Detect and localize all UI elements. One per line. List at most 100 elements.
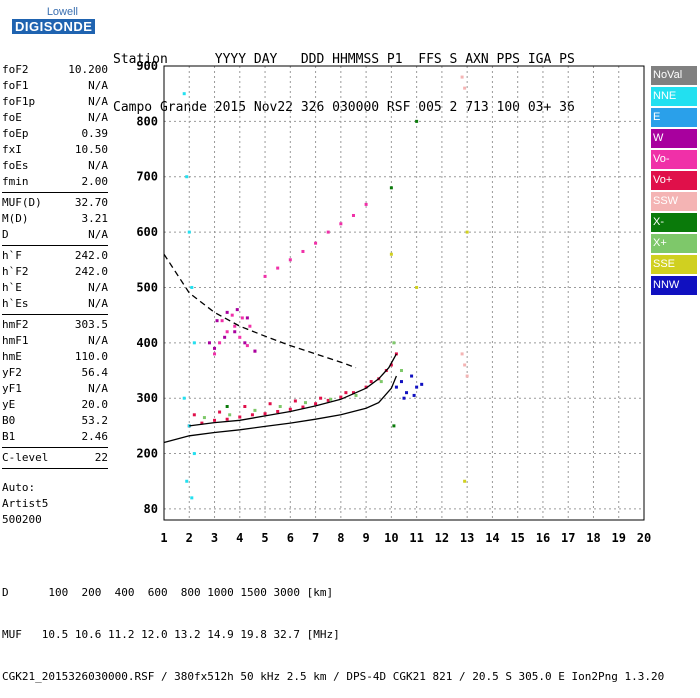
data-point [394, 385, 398, 389]
legend-item: NoVal [651, 66, 697, 85]
data-point [379, 380, 383, 384]
header-line1: Station YYYY DAY DDD HHMMSS P1 FFS S AXN… [113, 52, 575, 67]
data-point [230, 313, 234, 317]
data-point [223, 335, 227, 339]
data-point [182, 396, 186, 400]
auto-software: Artist5 [2, 497, 49, 510]
x-tick-label: 9 [362, 531, 369, 545]
data-point [463, 86, 467, 90]
logo-line2: DIGISONDE [12, 19, 96, 34]
data-point [225, 405, 229, 408]
data-point [344, 391, 348, 395]
data-point [243, 405, 247, 408]
param-separator [2, 192, 108, 193]
data-point [253, 408, 257, 412]
param-value: 10.50 [74, 143, 108, 156]
data-point [185, 479, 189, 483]
data-point [460, 75, 464, 79]
data-point [389, 252, 393, 256]
param-name: yE [2, 398, 16, 411]
footer-distance: D 100 200 400 600 800 1000 1500 3000 [km… [2, 586, 334, 599]
data-point [263, 274, 267, 278]
data-point [369, 380, 373, 384]
data-point [220, 319, 224, 323]
param-value: 56.4 [81, 366, 109, 379]
param-value: 2.46 [81, 430, 109, 443]
data-point [250, 413, 254, 417]
param-name: hmF1 [2, 334, 29, 347]
data-point [415, 119, 419, 123]
param-separator [2, 314, 108, 315]
profile-line [189, 353, 397, 427]
data-point [301, 405, 305, 409]
data-point [248, 324, 252, 328]
data-point [263, 412, 267, 416]
param-value: 0.39 [81, 127, 109, 140]
data-point [245, 344, 249, 348]
data-point [399, 380, 403, 384]
data-point [412, 393, 416, 397]
data-point [233, 324, 237, 328]
autoscaling-info: Auto: Artist5 500200 [2, 480, 48, 528]
data-point [213, 346, 217, 350]
param-value: 3.21 [81, 212, 109, 225]
param-row: D N/A [2, 227, 108, 243]
data-point [463, 363, 467, 367]
param-name: foEs [2, 159, 29, 172]
data-point [301, 249, 305, 253]
data-point [415, 285, 419, 289]
param-row: foF1p N/A [2, 94, 108, 110]
x-tick-label: 11 [409, 531, 423, 545]
param-row: foEs N/A [2, 158, 108, 174]
data-point [293, 399, 297, 403]
plot-frame [163, 65, 645, 521]
param-name: h`Es [2, 297, 29, 310]
data-point [192, 341, 196, 345]
data-point [354, 393, 358, 397]
param-row: yF2 56.4 [2, 365, 108, 381]
data-point [225, 417, 229, 421]
data-point [200, 421, 204, 425]
legend-item: Vo+ [651, 171, 697, 190]
data-point [339, 222, 343, 226]
legend-item: SSE [651, 255, 697, 274]
data-point [192, 413, 196, 417]
y-tick-label: 800 [136, 114, 158, 128]
x-tick-label: 17 [561, 531, 575, 545]
param-name: h`F2 [2, 265, 29, 278]
data-point [218, 341, 222, 345]
footer-file-info: CGK21_2015326030000.RSF / 380fx512h 50 k… [2, 670, 665, 683]
data-point [394, 352, 398, 356]
data-point [213, 352, 217, 356]
header-line2: Campo Grande 2015 Nov22 326 030000 RSF 0… [113, 100, 575, 115]
data-point [268, 402, 272, 406]
data-point [420, 382, 424, 386]
x-tick-label: 2 [186, 531, 193, 545]
data-point [228, 413, 232, 417]
param-row: h`E N/A [2, 280, 108, 296]
param-name: h`E [2, 281, 22, 294]
param-row: h`F 242.0 [2, 248, 108, 264]
f1-trace-line [163, 253, 357, 369]
param-name: fmin [2, 175, 29, 188]
param-name: hmF2 [2, 318, 29, 331]
data-point [235, 308, 239, 312]
param-name: h`F [2, 249, 22, 262]
y-tick-label: 200 [136, 447, 158, 461]
param-row: foEp 0.39 [2, 126, 108, 142]
data-point [187, 424, 191, 428]
data-point [392, 424, 396, 428]
data-point [288, 258, 292, 262]
logo-line1: Lowell [46, 6, 78, 18]
param-row: M(D) 3.21 [2, 211, 108, 227]
legend-item: X+ [651, 234, 697, 253]
param-separator [2, 447, 108, 448]
data-point [225, 330, 229, 334]
data-point [329, 397, 333, 401]
param-value: N/A [88, 382, 108, 395]
param-row: foF1 N/A [2, 78, 108, 94]
param-separator [2, 245, 108, 246]
param-row: foF2 10.200 [2, 62, 108, 78]
legend-item: NNW [651, 276, 697, 295]
param-row: h`F2 242.0 [2, 264, 108, 280]
